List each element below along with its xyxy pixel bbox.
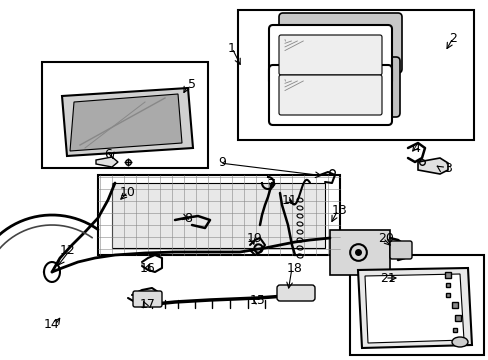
- Text: 14: 14: [44, 319, 60, 332]
- FancyBboxPatch shape: [133, 291, 162, 307]
- Polygon shape: [357, 268, 471, 348]
- Polygon shape: [96, 157, 118, 167]
- Text: 5: 5: [187, 78, 196, 91]
- Text: 9: 9: [218, 157, 225, 170]
- Bar: [42, 62, 207, 168]
- Text: 15: 15: [249, 293, 265, 306]
- Text: 13: 13: [331, 203, 347, 216]
- Bar: [349, 255, 483, 355]
- Bar: [98, 175, 339, 255]
- Text: 12: 12: [60, 243, 76, 256]
- FancyBboxPatch shape: [268, 65, 391, 125]
- Text: 17: 17: [140, 298, 156, 311]
- Ellipse shape: [451, 337, 467, 347]
- Text: 3: 3: [443, 162, 451, 175]
- Text: 6: 6: [104, 148, 112, 162]
- Text: 1: 1: [227, 41, 235, 54]
- Text: 16: 16: [140, 261, 156, 274]
- FancyBboxPatch shape: [268, 25, 391, 85]
- FancyBboxPatch shape: [276, 285, 314, 301]
- Bar: [112, 183, 325, 248]
- FancyBboxPatch shape: [279, 75, 381, 115]
- Polygon shape: [417, 158, 447, 174]
- Polygon shape: [70, 94, 182, 151]
- FancyBboxPatch shape: [279, 35, 381, 75]
- Text: 10: 10: [120, 185, 136, 198]
- Text: 21: 21: [379, 271, 395, 284]
- Bar: [238, 10, 473, 140]
- FancyBboxPatch shape: [276, 57, 399, 117]
- Text: 4: 4: [411, 141, 419, 154]
- FancyBboxPatch shape: [279, 13, 401, 73]
- Text: 7: 7: [267, 179, 275, 192]
- Bar: [329, 230, 389, 275]
- Text: 8: 8: [183, 211, 192, 225]
- Text: 18: 18: [286, 261, 303, 274]
- Text: 11: 11: [282, 194, 297, 207]
- Polygon shape: [364, 274, 463, 343]
- Text: 2: 2: [448, 31, 456, 45]
- Polygon shape: [62, 88, 193, 156]
- Text: 20: 20: [377, 231, 393, 244]
- FancyBboxPatch shape: [389, 241, 411, 259]
- Text: 19: 19: [246, 231, 263, 244]
